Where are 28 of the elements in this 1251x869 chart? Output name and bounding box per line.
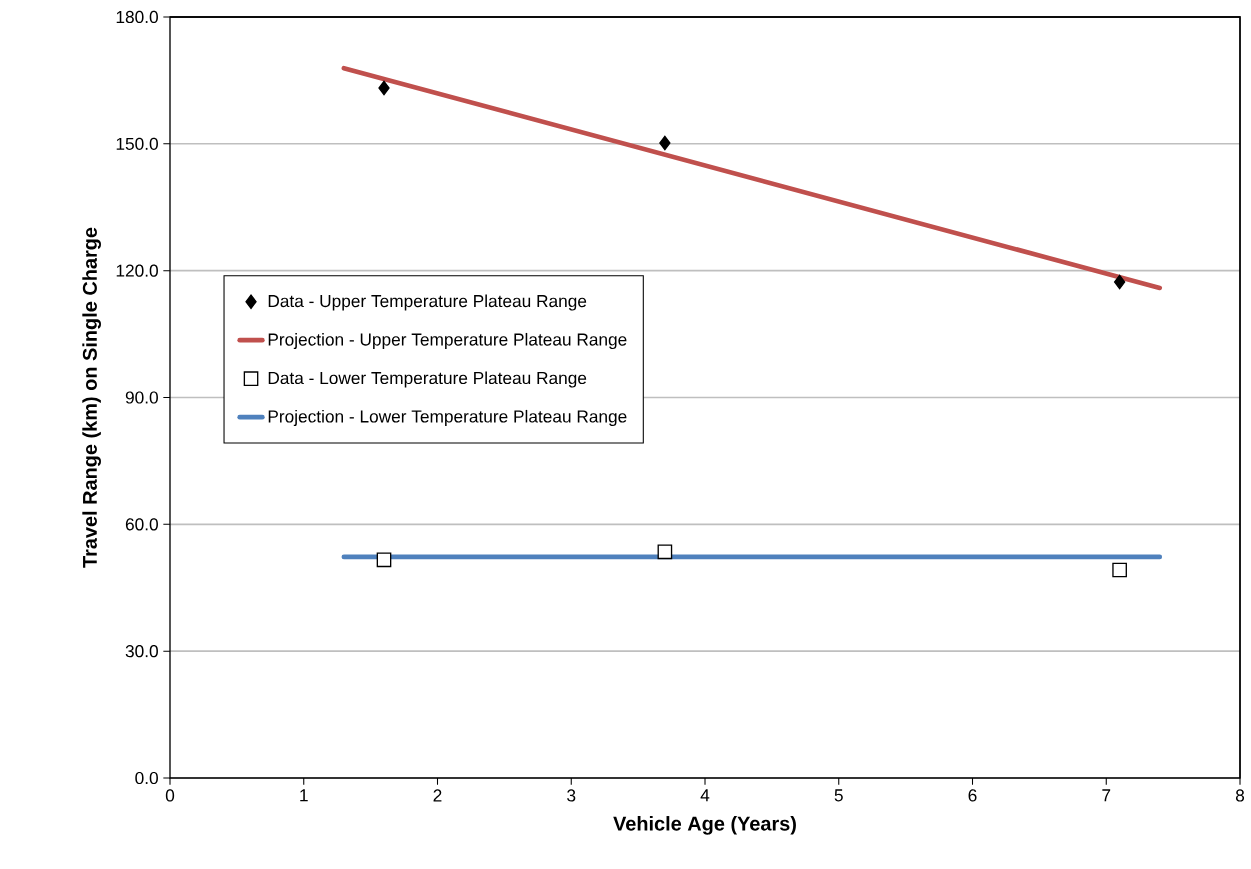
- y-tick-label: 30.0: [125, 645, 158, 658]
- legend-label: Data - Lower Temperature Plateau Range: [268, 371, 587, 388]
- point: [376, 552, 392, 568]
- point: [659, 135, 671, 151]
- x-tick-label: 1: [300, 789, 308, 802]
- x-tick-label: 5: [834, 789, 843, 802]
- legend-label: Projection - Upper Temperature Plateau Range: [268, 332, 627, 350]
- point: [657, 544, 673, 560]
- y-axis-title: Travel Range (km) on Single Charge: [82, 227, 101, 568]
- point: [1113, 274, 1126, 290]
- x-tick-label: 8: [1235, 789, 1245, 802]
- x-tick-label: 4: [700, 789, 710, 802]
- x-tick-label: 7: [1102, 789, 1111, 802]
- point: [378, 80, 390, 96]
- legend-label: Data - Upper Temperature Plateau Range: [268, 294, 587, 311]
- x-tick-label: 3: [567, 789, 576, 802]
- point: [1112, 562, 1127, 578]
- y-tick-label: 60.0: [125, 518, 158, 531]
- x-tick-label: 6: [968, 789, 977, 802]
- y-tick-label: 0.0: [135, 771, 158, 785]
- x-tick-label: 0: [165, 789, 175, 802]
- y-tick-label: 180.0: [116, 10, 158, 24]
- legend-label: Projection - Lower Temperature Plateau Range: [268, 409, 627, 427]
- x-axis-title: Vehicle Age (Years): [613, 816, 796, 835]
- y-tick-label: 150.0: [116, 137, 158, 150]
- y-tick-label: 120.0: [116, 264, 158, 277]
- y-tick-label: 90.0: [125, 391, 158, 404]
- x-tick-label: 2: [433, 789, 442, 802]
